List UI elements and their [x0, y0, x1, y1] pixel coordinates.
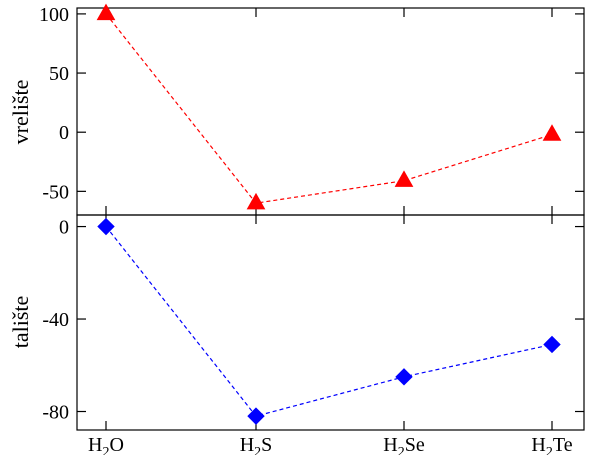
top-y-tick-label: 0: [59, 122, 69, 144]
top-y-axis-title: vrelište: [8, 80, 33, 145]
top-y-tick-label: 50: [49, 63, 69, 85]
top-triangle-marker: [542, 124, 562, 141]
top-series-line: [105, 13, 553, 204]
bottom-diamond-marker: [543, 335, 561, 354]
bottom-plot-frame: [76, 214, 585, 431]
top-y-tick-label: 100: [39, 4, 69, 26]
x-axis-ticks: H2O H2S H2Se H2Te: [88, 434, 573, 460]
top-y-tick-label: -50: [42, 181, 69, 203]
top-panel-series: [96, 3, 562, 210]
top-triangle-marker: [394, 170, 414, 187]
top-plot-frame: [76, 7, 585, 216]
x-tick-label: H2Te: [531, 434, 572, 455]
x-tick-label: H2S: [240, 434, 273, 455]
bottom-diamond-marker: [395, 368, 413, 386]
bottom-series-line: [105, 226, 553, 417]
bottom-y-axis-title: talište: [8, 296, 33, 349]
bottom-diamond-marker: [97, 217, 115, 236]
x-tick-label: H2Se: [383, 434, 425, 455]
bottom-panel-series: [97, 217, 561, 425]
bottom-y-tick-label: -40: [42, 309, 69, 331]
bottom-panel-ticks: 0 -40 -80: [42, 215, 584, 430]
top-triangle-marker: [96, 3, 116, 21]
bottom-y-tick-label: -80: [42, 402, 69, 424]
bottom-diamond-marker: [247, 407, 265, 425]
top-panel-ticks: 100 50 0 -50: [39, 4, 584, 215]
bottom-y-tick-label: 0: [59, 217, 69, 239]
x-tick-label: H2O: [88, 434, 124, 455]
top-triangle-marker: [246, 192, 266, 210]
